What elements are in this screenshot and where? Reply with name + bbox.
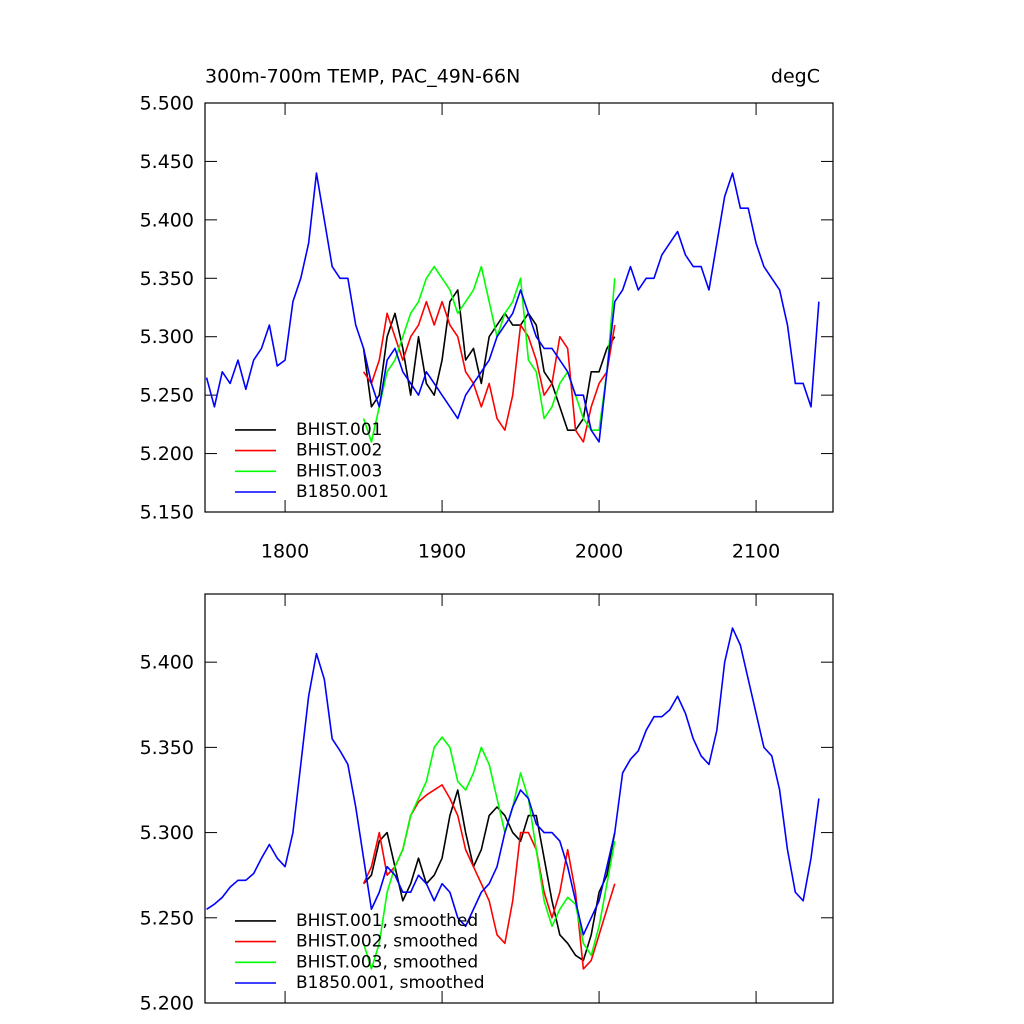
y-tick-label: 5.500 — [140, 93, 194, 115]
legend-label: BHIST.002 — [296, 441, 382, 461]
legend-label: BHIST.001, smoothed — [296, 911, 478, 931]
y-tick-label: 5.350 — [140, 268, 194, 290]
legend-label: BHIST.003, smoothed — [296, 952, 478, 972]
legend-label: B1850.001, smoothed — [296, 973, 485, 993]
x-tick-label: 1900 — [418, 541, 466, 563]
plot-frame — [204, 102, 834, 513]
y-tick-label: 5.250 — [140, 907, 194, 929]
y-tick-label: 5.300 — [140, 326, 194, 348]
x-tick-label: 1800 — [261, 541, 309, 563]
units-label: degC — [771, 66, 820, 88]
y-tick-label: 5.150 — [140, 502, 194, 524]
x-tick-label: 2100 — [732, 541, 780, 563]
y-tick-label: 5.450 — [140, 151, 194, 173]
y-tick-label: 5.250 — [140, 385, 194, 407]
series-line — [205, 172, 820, 443]
legend-label: BHIST.003 — [296, 461, 382, 481]
series-line — [362, 300, 616, 443]
legend-label: B1850.001 — [296, 482, 389, 502]
y-tick-label: 5.350 — [140, 737, 194, 759]
y-tick-label: 5.200 — [140, 993, 194, 1015]
legend-label: BHIST.001 — [296, 420, 382, 440]
legend-label: BHIST.002, smoothed — [296, 932, 478, 952]
y-tick-label: 5.400 — [140, 209, 194, 231]
x-tick-label: 2000 — [575, 541, 623, 563]
series-line — [362, 736, 616, 970]
y-tick-label: 5.300 — [140, 822, 194, 844]
series-line — [362, 789, 616, 962]
plot-frame — [204, 593, 834, 1004]
y-tick-label: 5.200 — [140, 443, 194, 465]
y-tick-label: 5.400 — [140, 652, 194, 674]
series-line — [362, 289, 616, 431]
series-line — [206, 627, 820, 936]
chart-title: 300m-700m TEMP, PAC_49N-66N — [205, 66, 520, 88]
